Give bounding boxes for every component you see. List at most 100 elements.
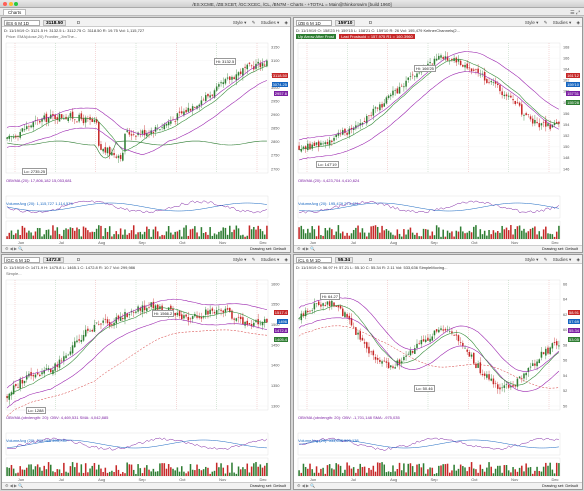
- candle: [244, 321, 246, 326]
- pattern-icon[interactable]: ◈: [284, 256, 288, 262]
- price-chart[interactable]: 1600 1550 1500 1450 1400 1350 1300 Jun Jul Aug Sep…: [2, 264, 291, 482]
- settings-icon[interactable]: ⚙ ◀ ▶ 🔍: [5, 246, 24, 251]
- candle: [374, 107, 377, 109]
- chart-panel-1[interactable]: /ES 6 M 1D 3118.50 D Style ▾ ✎ Studies ▾…: [1, 17, 291, 253]
- timeframe-label[interactable]: D: [369, 257, 373, 262]
- volume-bar: [74, 467, 76, 476]
- volume-bar: [344, 235, 346, 239]
- volume-bar: [25, 232, 28, 239]
- oscillator-area[interactable]: [297, 195, 561, 219]
- volume-bar: [396, 468, 399, 476]
- candle: [363, 121, 366, 123]
- x-tick-label: Dec: [551, 240, 558, 245]
- style-menu[interactable]: Style ▾: [524, 256, 539, 262]
- volume-bar: [324, 228, 327, 239]
- studies-menu[interactable]: Studies ▾: [552, 256, 572, 262]
- candle: [215, 310, 218, 315]
- volume-bar: [253, 226, 255, 239]
- pattern-icon[interactable]: ◈: [284, 19, 288, 25]
- volume-bar: [427, 469, 429, 476]
- price-area[interactable]: [297, 42, 561, 174]
- style-menu[interactable]: Style ▾: [232, 256, 247, 262]
- candle: [457, 59, 460, 62]
- candle: [174, 121, 176, 122]
- timeframe-label[interactable]: D: [369, 20, 373, 25]
- last-price: 55.34: [335, 256, 354, 263]
- candle: [113, 153, 115, 156]
- minimize-icon[interactable]: [8, 1, 13, 6]
- volume-area[interactable]: [5, 457, 269, 477]
- symbol-input[interactable]: /CL 6 M 1D: [296, 256, 332, 263]
- candle: [405, 355, 407, 357]
- volume-area[interactable]: [297, 457, 561, 477]
- drawing-set[interactable]: Drawing set: Default: [541, 483, 578, 488]
- symbol-input[interactable]: /GC 6 M 1D: [4, 256, 40, 263]
- zoom-icon[interactable]: [14, 1, 18, 6]
- candle: [409, 76, 412, 77]
- menu-icon[interactable]: ☰ ⤢: [570, 9, 580, 16]
- oscillator-area[interactable]: [5, 432, 269, 456]
- studies-menu[interactable]: Studies ▾: [260, 19, 280, 25]
- drawings-icon[interactable]: ✎: [251, 256, 256, 262]
- price-chart[interactable]: 3150310030503000295029002850280027502700…: [2, 27, 291, 245]
- candle: [333, 302, 335, 307]
- candle: [170, 305, 172, 310]
- chart-panel-3[interactable]: /GC 6 M 1D 1472.8 D Style ▾ ✎ Studies ▾ …: [1, 254, 291, 490]
- drawings-icon[interactable]: ✎: [543, 19, 548, 25]
- pattern-icon[interactable]: ◈: [576, 19, 580, 25]
- chart-panel-4[interactable]: /CL 6 M 1D 55.34 D Style ▾ ✎ Studies ▾ ◈…: [293, 254, 583, 490]
- y-tick-label: 1600: [271, 282, 279, 286]
- symbol-input[interactable]: /ES 6 M 1D: [4, 19, 40, 26]
- volume-bar: [540, 236, 543, 239]
- candle: [431, 63, 434, 65]
- candle: [205, 309, 207, 315]
- chart-panel-2[interactable]: /ZB 6 M 1D 159'10 D Style ▾ ✎ Studies ▾ …: [293, 17, 583, 253]
- studies-menu[interactable]: Studies ▾: [260, 256, 280, 262]
- timeframe-label[interactable]: D: [77, 20, 81, 25]
- study-badge: Up Arrow After Frost: [296, 34, 337, 39]
- window-titlebar: /ES:XCME, /ZB:XCBT, /GC:XCEC, /CL, /BN7M…: [0, 0, 584, 8]
- pattern-icon[interactable]: ◈: [576, 256, 580, 262]
- drawings-icon[interactable]: ✎: [543, 256, 548, 262]
- indicator-line: [6, 298, 267, 389]
- studies-menu[interactable]: Studies ▾: [552, 19, 572, 25]
- candle: [141, 305, 144, 313]
- volume-bar: [246, 235, 249, 239]
- drawing-set[interactable]: Drawing set: Default: [541, 246, 578, 251]
- volume-bar: [503, 465, 506, 476]
- candle: [490, 378, 492, 381]
- drawing-set[interactable]: Drawing set: Default: [249, 246, 286, 251]
- volume-bar: [172, 468, 174, 476]
- close-icon[interactable]: [3, 1, 7, 6]
- tab-charts[interactable]: Charts: [3, 9, 27, 15]
- oscillator-area[interactable]: [5, 195, 269, 219]
- volume-area[interactable]: [5, 220, 269, 240]
- volume-bar: [10, 464, 13, 476]
- style-menu[interactable]: Style ▾: [232, 19, 247, 25]
- volume-bar: [124, 229, 126, 239]
- oscillator-area[interactable]: [297, 432, 561, 456]
- volume-bar: [341, 472, 344, 476]
- style-menu[interactable]: Style ▾: [524, 19, 539, 25]
- panel-footer: ⚙ ◀ ▶ 🔍 Drawing set: Default: [2, 482, 290, 489]
- drawings-icon[interactable]: ✎: [251, 19, 256, 25]
- volume-bar: [427, 229, 429, 239]
- price-chart[interactable]: 168166164162160158156154152150148146JunJ…: [294, 27, 583, 245]
- y-tick-label: 148: [563, 156, 569, 160]
- symbol-input[interactable]: /ZB 6 M 1D: [296, 19, 332, 26]
- candle: [555, 121, 558, 124]
- volume-area[interactable]: [297, 220, 561, 240]
- volume-bar: [490, 466, 492, 476]
- volume-bar: [154, 471, 157, 476]
- volume-bar: [324, 473, 327, 476]
- drawing-set[interactable]: Drawing set: Default: [249, 483, 286, 488]
- candle: [207, 310, 209, 315]
- window-controls[interactable]: [3, 1, 20, 8]
- volume-bar: [213, 470, 216, 476]
- volume-bar: [542, 466, 545, 476]
- volume-bar: [6, 467, 8, 476]
- timeframe-label[interactable]: D: [77, 257, 81, 262]
- settings-icon[interactable]: ⚙ ◀ ▶ 🔍: [5, 483, 24, 488]
- settings-icon[interactable]: ⚙ ◀ ▶ 🔍: [297, 246, 316, 251]
- settings-icon[interactable]: ⚙ ◀ ▶ 🔍: [297, 483, 316, 488]
